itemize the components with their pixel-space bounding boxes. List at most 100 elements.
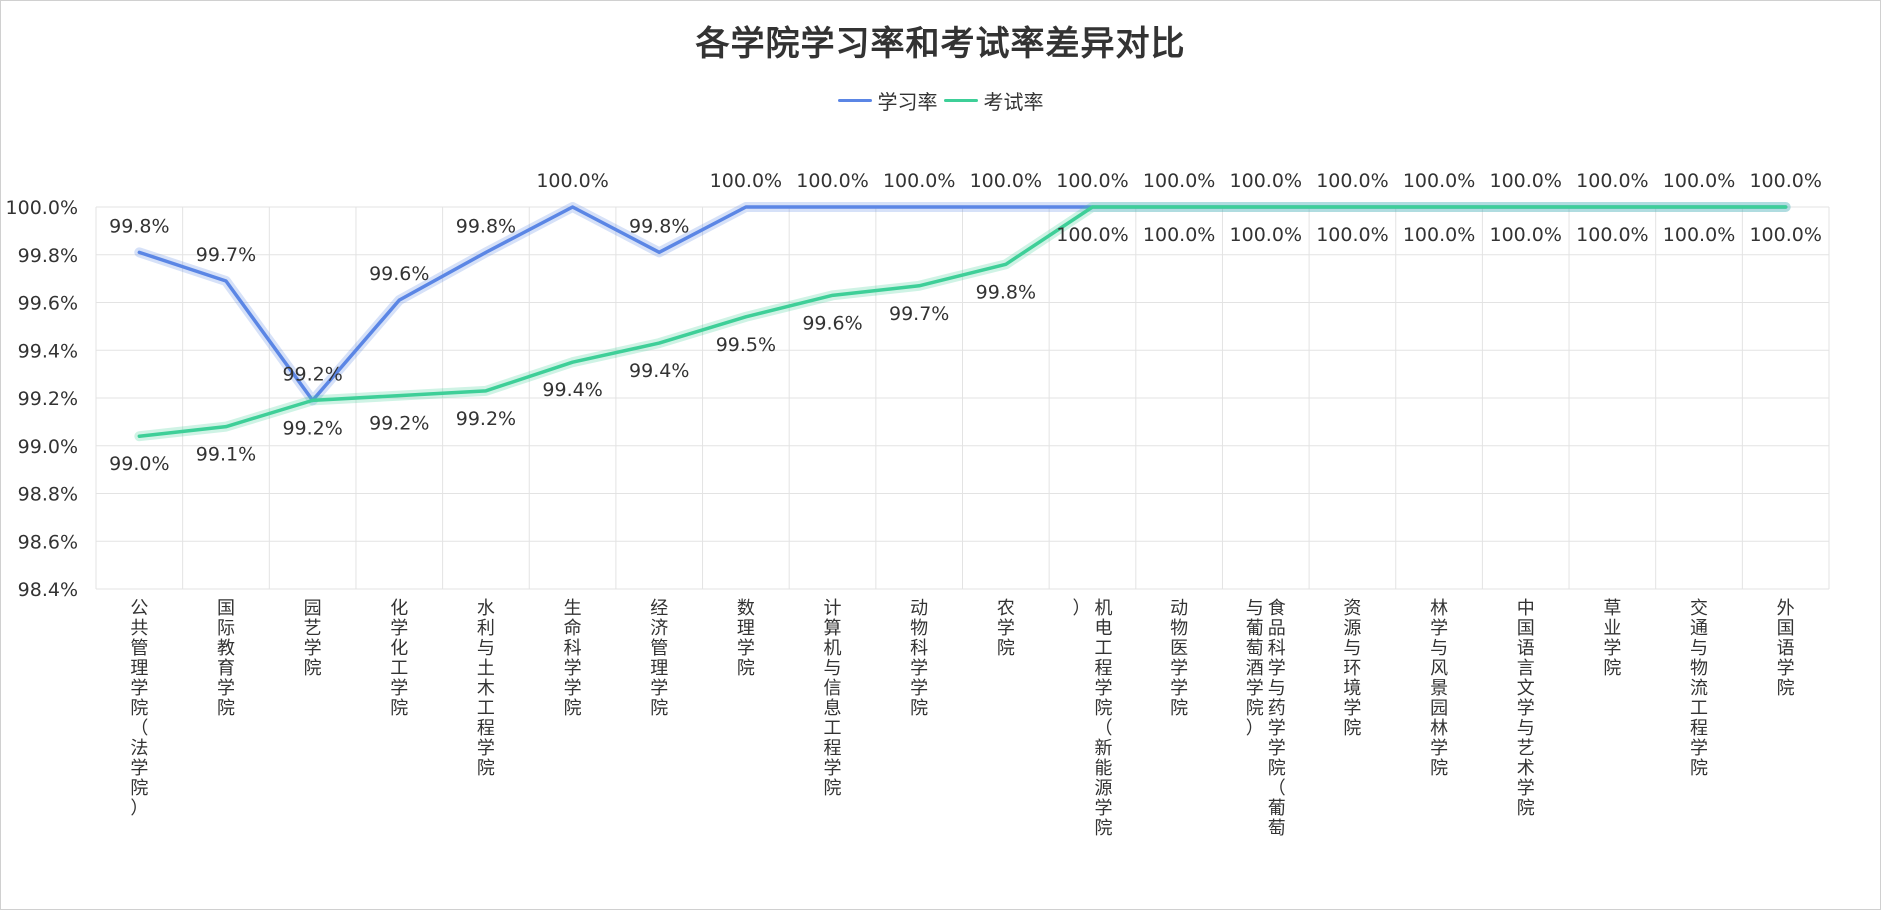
x-tick-label: 水利与土木工程学院 <box>477 598 495 779</box>
x-tick-label-text: 资源与环境学院 <box>1343 598 1361 739</box>
data-label: 99.1% <box>196 444 256 466</box>
x-tick-label-text: 农学院 <box>997 598 1015 659</box>
series-line-1 <box>137 205 1788 438</box>
x-tick-label-text: 国际教育学院 <box>217 598 235 719</box>
x-tick-label: 国际教育学院 <box>217 598 235 719</box>
data-label: 100.0% <box>796 170 868 192</box>
y-tick-label: 99.6% <box>18 293 78 315</box>
x-tick-label: 林学与风景园林学院 <box>1430 598 1448 779</box>
y-tick-label: 99.4% <box>18 340 78 362</box>
data-label: 99.2% <box>282 363 342 385</box>
data-label: 99.2% <box>456 408 516 430</box>
x-tick-label: 动物科学学院 <box>910 598 928 719</box>
x-tick-label: 公共管理学院（法学院） <box>130 598 148 819</box>
legend-label-study-rate: 学习率 <box>877 90 938 114</box>
x-tick-label: 资源与环境学院 <box>1343 598 1361 739</box>
data-label: 99.4% <box>629 360 689 382</box>
x-tick-label-text: 化学化工学院 <box>390 598 408 719</box>
data-label: 100.0% <box>1230 170 1302 192</box>
data-label: 100.0% <box>710 170 782 192</box>
x-tick-label-text: 林学与风景园林学院 <box>1430 598 1448 779</box>
data-label: 100.0% <box>1489 170 1561 192</box>
data-label: 99.8% <box>629 215 689 237</box>
x-tick-label-text: 与葡萄酒学院） <box>1246 598 1264 739</box>
data-label: 99.7% <box>196 244 256 266</box>
data-label: 100.0% <box>1576 224 1648 246</box>
data-label: 100.0% <box>1663 224 1735 246</box>
y-tick-label: 98.6% <box>18 531 78 553</box>
x-tick-label-text: 动物科学学院 <box>910 598 928 719</box>
chart-title: 各学院学习率和考试率差异对比 <box>695 24 1186 64</box>
data-label: 99.8% <box>976 281 1036 303</box>
data-label: 100.0% <box>536 170 608 192</box>
x-tick-label: 外国语学院 <box>1777 598 1795 699</box>
x-tick-label-text: 园艺学院 <box>304 598 322 679</box>
data-label: 100.0% <box>1576 170 1648 192</box>
x-tick-label: 动物医学学院 <box>1170 598 1188 719</box>
x-tick-label-text: 机电工程学院（新能源学院 <box>1094 598 1112 839</box>
data-label: 99.4% <box>542 379 602 401</box>
x-tick-label-text: 食品科学与药学学院（葡萄 <box>1268 598 1286 839</box>
data-label: 100.0% <box>1489 224 1561 246</box>
legend-item-study-rate[interactable]: 学习率 <box>837 86 938 115</box>
y-tick-label: 98.8% <box>18 484 78 506</box>
data-label: 99.8% <box>109 215 169 237</box>
data-label: 99.8% <box>456 215 516 237</box>
x-tick-label-text: 计算机与信息工程学院 <box>824 598 842 799</box>
data-label: 99.6% <box>802 312 862 334</box>
legend-item-exam-rate[interactable]: 考试率 <box>943 86 1044 115</box>
chart-legend: 学习率 考试率 <box>0 86 1881 115</box>
data-label: 99.7% <box>889 303 949 325</box>
data-label: 100.0% <box>1749 224 1821 246</box>
data-label: 100.0% <box>1143 224 1215 246</box>
x-tick-label-text: 动物医学学院 <box>1170 598 1188 719</box>
data-label: 100.0% <box>1403 224 1475 246</box>
y-tick-label: 98.4% <box>18 579 78 601</box>
x-tick-label: 草业学院 <box>1603 598 1621 679</box>
data-label: 99.2% <box>369 413 429 435</box>
x-tick-label: 生命科学学院 <box>564 598 582 719</box>
y-tick-label: 100.0% <box>6 197 78 219</box>
y-tick-label: 99.0% <box>18 436 78 458</box>
data-label: 99.0% <box>109 453 169 475</box>
x-tick-label: 园艺学院 <box>304 598 322 679</box>
x-tick-label: 交通与物流工程学院 <box>1690 598 1708 779</box>
y-tick-label: 99.2% <box>18 388 78 410</box>
legend-swatch-exam-rate <box>943 99 978 102</box>
data-label: 100.0% <box>1316 224 1388 246</box>
data-label: 99.6% <box>369 263 429 285</box>
data-label: 100.0% <box>1316 170 1388 192</box>
x-tick-label: 经济管理学院 <box>650 598 668 719</box>
x-tick-label: 数理学院 <box>737 598 755 679</box>
data-label: 100.0% <box>883 170 955 192</box>
data-label: 100.0% <box>1230 224 1302 246</box>
data-label: 99.2% <box>282 417 342 439</box>
x-tick-label-text: 草业学院 <box>1603 598 1621 679</box>
x-tick-label-text: ） <box>1072 598 1090 619</box>
data-label: 100.0% <box>970 170 1042 192</box>
x-tick-label: 机电工程学院（新能源学院） <box>1072 598 1112 839</box>
data-label: 99.5% <box>716 334 776 356</box>
data-label: 100.0% <box>1403 170 1475 192</box>
x-tick-label-text: 公共管理学院（法学院） <box>130 598 148 819</box>
data-label: 100.0% <box>1143 170 1215 192</box>
y-tick-label: 99.8% <box>18 245 78 267</box>
x-tick-label-text: 中国语言文学与艺术学院 <box>1517 598 1535 819</box>
data-label: 100.0% <box>1663 170 1735 192</box>
legend-swatch-study-rate <box>837 99 872 102</box>
x-tick-label: 化学化工学院 <box>390 598 408 719</box>
x-tick-label-text: 生命科学学院 <box>564 598 582 719</box>
x-tick-label: 中国语言文学与艺术学院 <box>1517 598 1535 819</box>
x-tick-label-text: 经济管理学院 <box>650 598 668 719</box>
data-label: 100.0% <box>1056 170 1128 192</box>
legend-label-exam-rate: 考试率 <box>983 90 1044 114</box>
x-tick-label-text: 数理学院 <box>737 598 755 679</box>
data-label: 100.0% <box>1749 170 1821 192</box>
x-tick-label-text: 水利与土木工程学院 <box>477 598 495 779</box>
x-tick-label: 农学院 <box>997 598 1015 659</box>
x-tick-label-text: 外国语学院 <box>1777 598 1795 699</box>
x-tick-label: 计算机与信息工程学院 <box>824 598 842 799</box>
